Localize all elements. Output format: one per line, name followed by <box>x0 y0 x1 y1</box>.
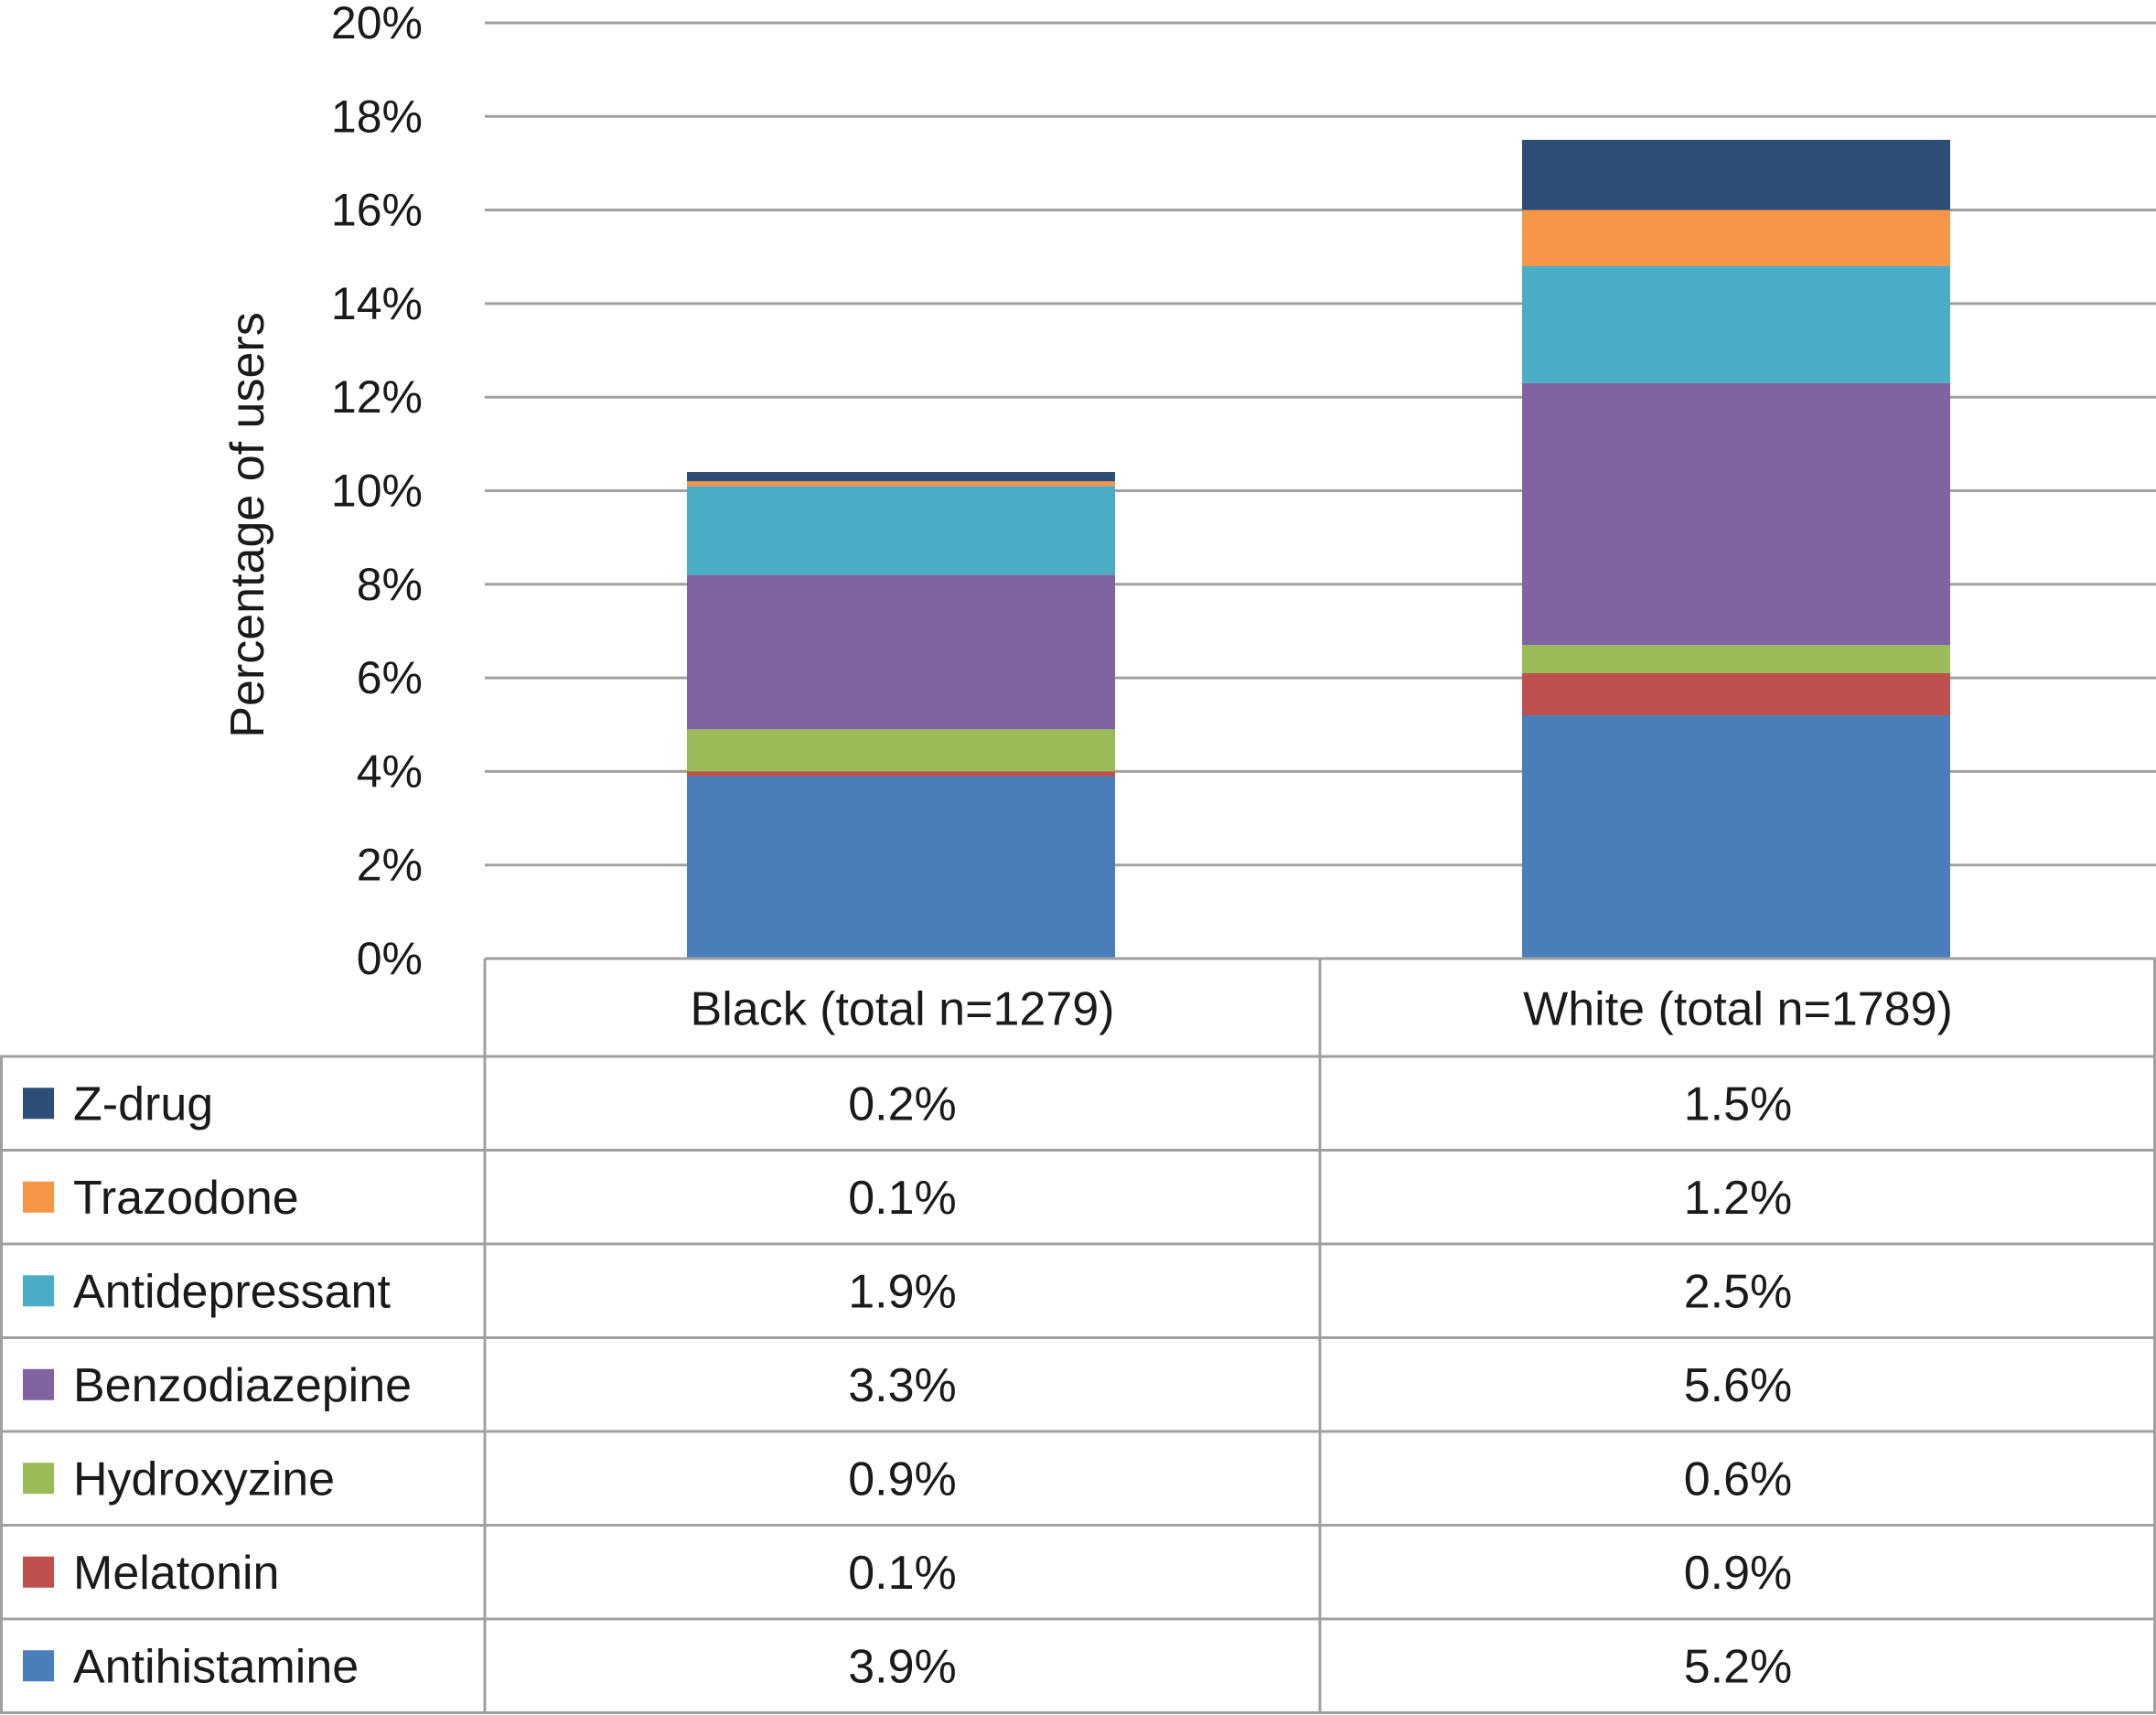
data-label: 1.5% <box>1684 1077 1793 1131</box>
data-label: 0.6% <box>1684 1452 1793 1506</box>
data-label: 0.1% <box>848 1172 957 1225</box>
data-label: 0.2% <box>848 1077 957 1131</box>
legend-entry: Trazodone <box>73 1172 299 1225</box>
data-table: Black (total n=1279) White (total n=1789)… <box>0 957 2156 1714</box>
data-label: 5.2% <box>1684 1640 1793 1693</box>
bar-segment-antidepressant <box>687 486 1115 575</box>
y-tick-label: 0% <box>357 933 423 984</box>
legend-swatch <box>23 1275 54 1307</box>
legend-swatch <box>23 1556 54 1588</box>
y-tick-label: 2% <box>357 840 423 891</box>
legend-swatch <box>23 1368 54 1400</box>
y-tick-label: 14% <box>331 278 423 329</box>
data-label: 0.1% <box>848 1547 957 1600</box>
legend-entry: Antidepressant <box>73 1265 391 1318</box>
y-tick-label: 16% <box>331 185 423 236</box>
legend-swatch <box>23 1088 54 1120</box>
bars <box>687 139 1950 959</box>
bar-segment-antihistamine <box>687 776 1115 959</box>
data-label: 3.3% <box>848 1359 957 1412</box>
y-tick-label: 4% <box>357 745 423 797</box>
legend-entry: Benzodiazepine <box>73 1359 412 1412</box>
legend-entry: Antihistamine <box>73 1640 359 1693</box>
bar-segment-z-drug <box>1522 139 1950 210</box>
category-label: White (total n=1789) <box>1523 983 1953 1036</box>
data-label: 0.9% <box>848 1452 957 1506</box>
legend-swatch <box>23 1650 54 1682</box>
data-label: 1.9% <box>848 1265 957 1318</box>
bar-segment-antidepressant <box>1522 265 1950 383</box>
y-tick-label: 12% <box>331 371 423 423</box>
category-label: Black (total n=1279) <box>691 983 1115 1036</box>
bar-segment-hydroxyzine <box>1522 645 1950 673</box>
bar-segment-trazodone <box>687 481 1115 487</box>
bar-segment-melatonin <box>687 771 1115 777</box>
data-label: 0.9% <box>1684 1547 1793 1600</box>
y-tick-label: 8% <box>357 559 423 610</box>
bar-segment-benzodiazepine <box>687 574 1115 730</box>
legend-entry: Hydroxyzine <box>73 1452 335 1506</box>
legend-entry: Z-drug <box>73 1077 213 1131</box>
y-axis-ticks: 0% 2% 4% 6% 8% 10% 12% 14% 16% 18% 20% <box>331 0 423 984</box>
data-label: 3.9% <box>848 1640 957 1693</box>
bar-segment-hydroxyzine <box>687 729 1115 772</box>
y-axis-title: Percentage of users <box>221 312 274 737</box>
bar-segment-antihistamine <box>1522 715 1950 959</box>
legend-swatch <box>23 1463 54 1495</box>
bar-segment-trazodone <box>1522 209 1950 266</box>
y-tick-label: 6% <box>357 652 423 703</box>
data-label: 1.2% <box>1684 1172 1793 1225</box>
data-label: 5.6% <box>1684 1359 1793 1412</box>
legend-entry: Melatonin <box>73 1547 279 1600</box>
y-tick-label: 20% <box>331 0 423 48</box>
bar-segment-z-drug <box>687 472 1115 482</box>
legend-swatch <box>23 1181 54 1213</box>
y-tick-label: 18% <box>331 91 423 142</box>
y-tick-label: 10% <box>331 466 423 517</box>
data-label: 2.5% <box>1684 1265 1793 1318</box>
bar-segment-benzodiazepine <box>1522 382 1950 646</box>
bar-segment-melatonin <box>1522 672 1950 716</box>
